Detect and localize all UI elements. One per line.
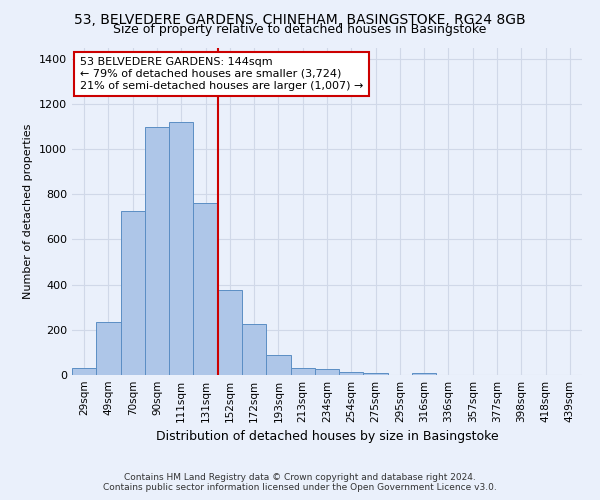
Text: Size of property relative to detached houses in Basingstoke: Size of property relative to detached ho… bbox=[113, 22, 487, 36]
Bar bbox=[315, 370, 339, 375]
Bar bbox=[218, 290, 242, 375]
Bar bbox=[169, 122, 193, 375]
Bar bbox=[266, 354, 290, 375]
Bar bbox=[412, 372, 436, 375]
Text: Contains HM Land Registry data © Crown copyright and database right 2024.
Contai: Contains HM Land Registry data © Crown c… bbox=[103, 473, 497, 492]
X-axis label: Distribution of detached houses by size in Basingstoke: Distribution of detached houses by size … bbox=[155, 430, 499, 444]
Bar bbox=[290, 368, 315, 375]
Bar bbox=[242, 324, 266, 375]
Text: 53, BELVEDERE GARDENS, CHINEHAM, BASINGSTOKE, RG24 8GB: 53, BELVEDERE GARDENS, CHINEHAM, BASINGS… bbox=[74, 12, 526, 26]
Bar bbox=[145, 126, 169, 375]
Bar bbox=[364, 372, 388, 375]
Bar bbox=[339, 372, 364, 375]
Bar bbox=[72, 368, 96, 375]
Bar bbox=[193, 204, 218, 375]
Y-axis label: Number of detached properties: Number of detached properties bbox=[23, 124, 34, 299]
Bar bbox=[96, 322, 121, 375]
Bar bbox=[121, 211, 145, 375]
Text: 53 BELVEDERE GARDENS: 144sqm
← 79% of detached houses are smaller (3,724)
21% of: 53 BELVEDERE GARDENS: 144sqm ← 79% of de… bbox=[80, 58, 363, 90]
